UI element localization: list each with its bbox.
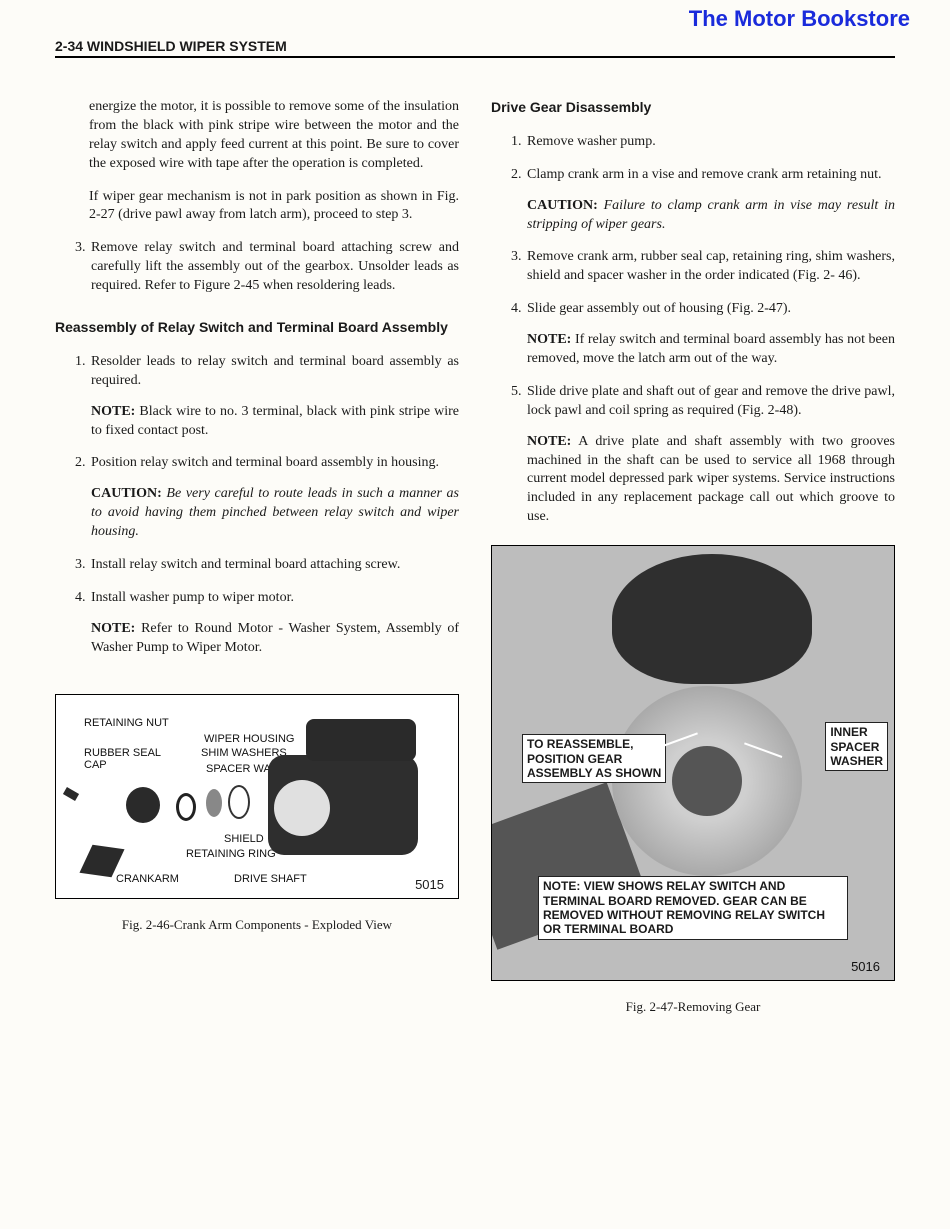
watermark-text: The Motor Bookstore: [689, 6, 910, 32]
caution-prefix: CAUTION:: [527, 198, 598, 213]
r-note-4: NOTE: Refer to Round Motor - Washer Syst…: [91, 620, 459, 658]
paragraph-2: If wiper gear mechanism is not in park p…: [89, 188, 459, 226]
d-step-2: Clamp crank arm in a vise and remove cra…: [525, 166, 895, 235]
note-body: If relay switch and terminal board assem…: [527, 332, 895, 366]
d-step-5: Slide drive plate and shaft out of gear …: [525, 383, 895, 527]
figure-number-246: 5015: [415, 877, 444, 892]
r-caution-2: CAUTION: Be very careful to route leads …: [91, 485, 459, 542]
steps-list-1: Remove relay switch and terminal board a…: [55, 239, 459, 296]
figure-2-46-caption: Fig. 2-46-Crank Arm Components - Explode…: [55, 917, 459, 933]
figure-2-47: TO REASSEMBLE, POSITION GEAR ASSEMBLY AS…: [491, 545, 895, 981]
label-drive-shaft: DRIVE SHAFT: [234, 873, 307, 885]
figure-2-46: RETAINING NUT WIPER HOUSING RUBBER SEAL …: [55, 694, 459, 899]
r-step1-text: Resolder leads to relay switch and termi…: [91, 354, 459, 388]
label-retaining-ring: RETAINING RING: [186, 848, 276, 860]
reassembly-steps: Resolder leads to relay switch and termi…: [55, 353, 459, 658]
d-step2-text: Clamp crank arm in a vise and remove cra…: [527, 167, 882, 182]
part-retaining-ring: [176, 793, 196, 821]
part-nut: [63, 787, 79, 801]
d-note-5: NOTE: A drive plate and shaft assembly w…: [527, 433, 895, 527]
callout-inner-spacer: INNER SPACER WASHER: [825, 722, 888, 771]
part-gear-face: [274, 780, 330, 836]
r-step-3: Install relay switch and terminal board …: [89, 556, 459, 575]
d-step-1: Remove washer pump.: [525, 133, 895, 152]
step-3: Remove relay switch and terminal board a…: [89, 239, 459, 296]
label-crankarm: CRANKARM: [116, 873, 179, 885]
left-column: energize the motor, it is possible to re…: [55, 98, 459, 1015]
photo-top-assembly: [612, 554, 812, 684]
section-heading-disassembly: Drive Gear Disassembly: [491, 98, 895, 117]
caution-prefix: CAUTION:: [91, 486, 162, 501]
note-body: A drive plate and shaft assembly with tw…: [527, 434, 895, 525]
callout-note: NOTE: VIEW SHOWS RELAY SWITCH AND TERMIN…: [538, 876, 848, 940]
r-note-1: NOTE: Black wire to no. 3 terminal, blac…: [91, 403, 459, 441]
figure-number-247: 5016: [851, 959, 880, 974]
figure-2-47-caption: Fig. 2-47-Removing Gear: [491, 999, 895, 1015]
note-prefix: NOTE:: [527, 434, 571, 449]
note-body: Black wire to no. 3 terminal, black with…: [91, 404, 459, 438]
photo-hub: [672, 746, 742, 816]
d-note-4: NOTE: If relay switch and terminal board…: [527, 331, 895, 369]
label-shield: SHIELD: [224, 833, 264, 845]
part-spacer-washer: [228, 785, 250, 819]
r-step-1: Resolder leads to relay switch and termi…: [89, 353, 459, 441]
d-step4-text: Slide gear assembly out of housing (Fig.…: [527, 301, 791, 316]
note-prefix: NOTE:: [91, 404, 135, 419]
note-body: Refer to Round Motor - Washer System, As…: [91, 621, 459, 655]
paragraph-1: energize the motor, it is possible to re…: [89, 98, 459, 174]
part-housing-top: [306, 719, 416, 761]
part-shim-washer: [206, 789, 222, 817]
section-heading-reassembly: Reassembly of Relay Switch and Terminal …: [55, 318, 459, 337]
d-step-3: Remove crank arm, rubber seal cap, retai…: [525, 248, 895, 286]
right-column: Drive Gear Disassembly Remove washer pum…: [491, 98, 895, 1015]
callout-reassemble: TO REASSEMBLE, POSITION GEAR ASSEMBLY AS…: [522, 734, 666, 783]
label-retaining-nut: RETAINING NUT: [84, 717, 169, 729]
r-step2-text: Position relay switch and terminal board…: [91, 455, 439, 470]
disassembly-steps: Remove washer pump. Clamp crank arm in a…: [491, 133, 895, 527]
d-caution-2: CAUTION: Failure to clamp crank arm in v…: [527, 197, 895, 235]
two-column-layout: energize the motor, it is possible to re…: [55, 98, 895, 1015]
label-wiper-housing: WIPER HOUSING: [204, 733, 294, 745]
part-seal-cap: [126, 787, 160, 823]
r-step-2: Position relay switch and terminal board…: [89, 454, 459, 542]
note-prefix: NOTE:: [91, 621, 135, 636]
page-header: 2-34 WINDSHIELD WIPER SYSTEM: [55, 38, 895, 58]
r-step4-text: Install washer pump to wiper motor.: [91, 590, 294, 605]
r-step-4: Install washer pump to wiper motor. NOTE…: [89, 589, 459, 658]
label-rubber-seal-cap: RUBBER SEAL CAP: [84, 747, 161, 771]
note-prefix: NOTE:: [527, 332, 571, 347]
d-step5-text: Slide drive plate and shaft out of gear …: [527, 384, 895, 418]
d-step-4: Slide gear assembly out of housing (Fig.…: [525, 300, 895, 369]
